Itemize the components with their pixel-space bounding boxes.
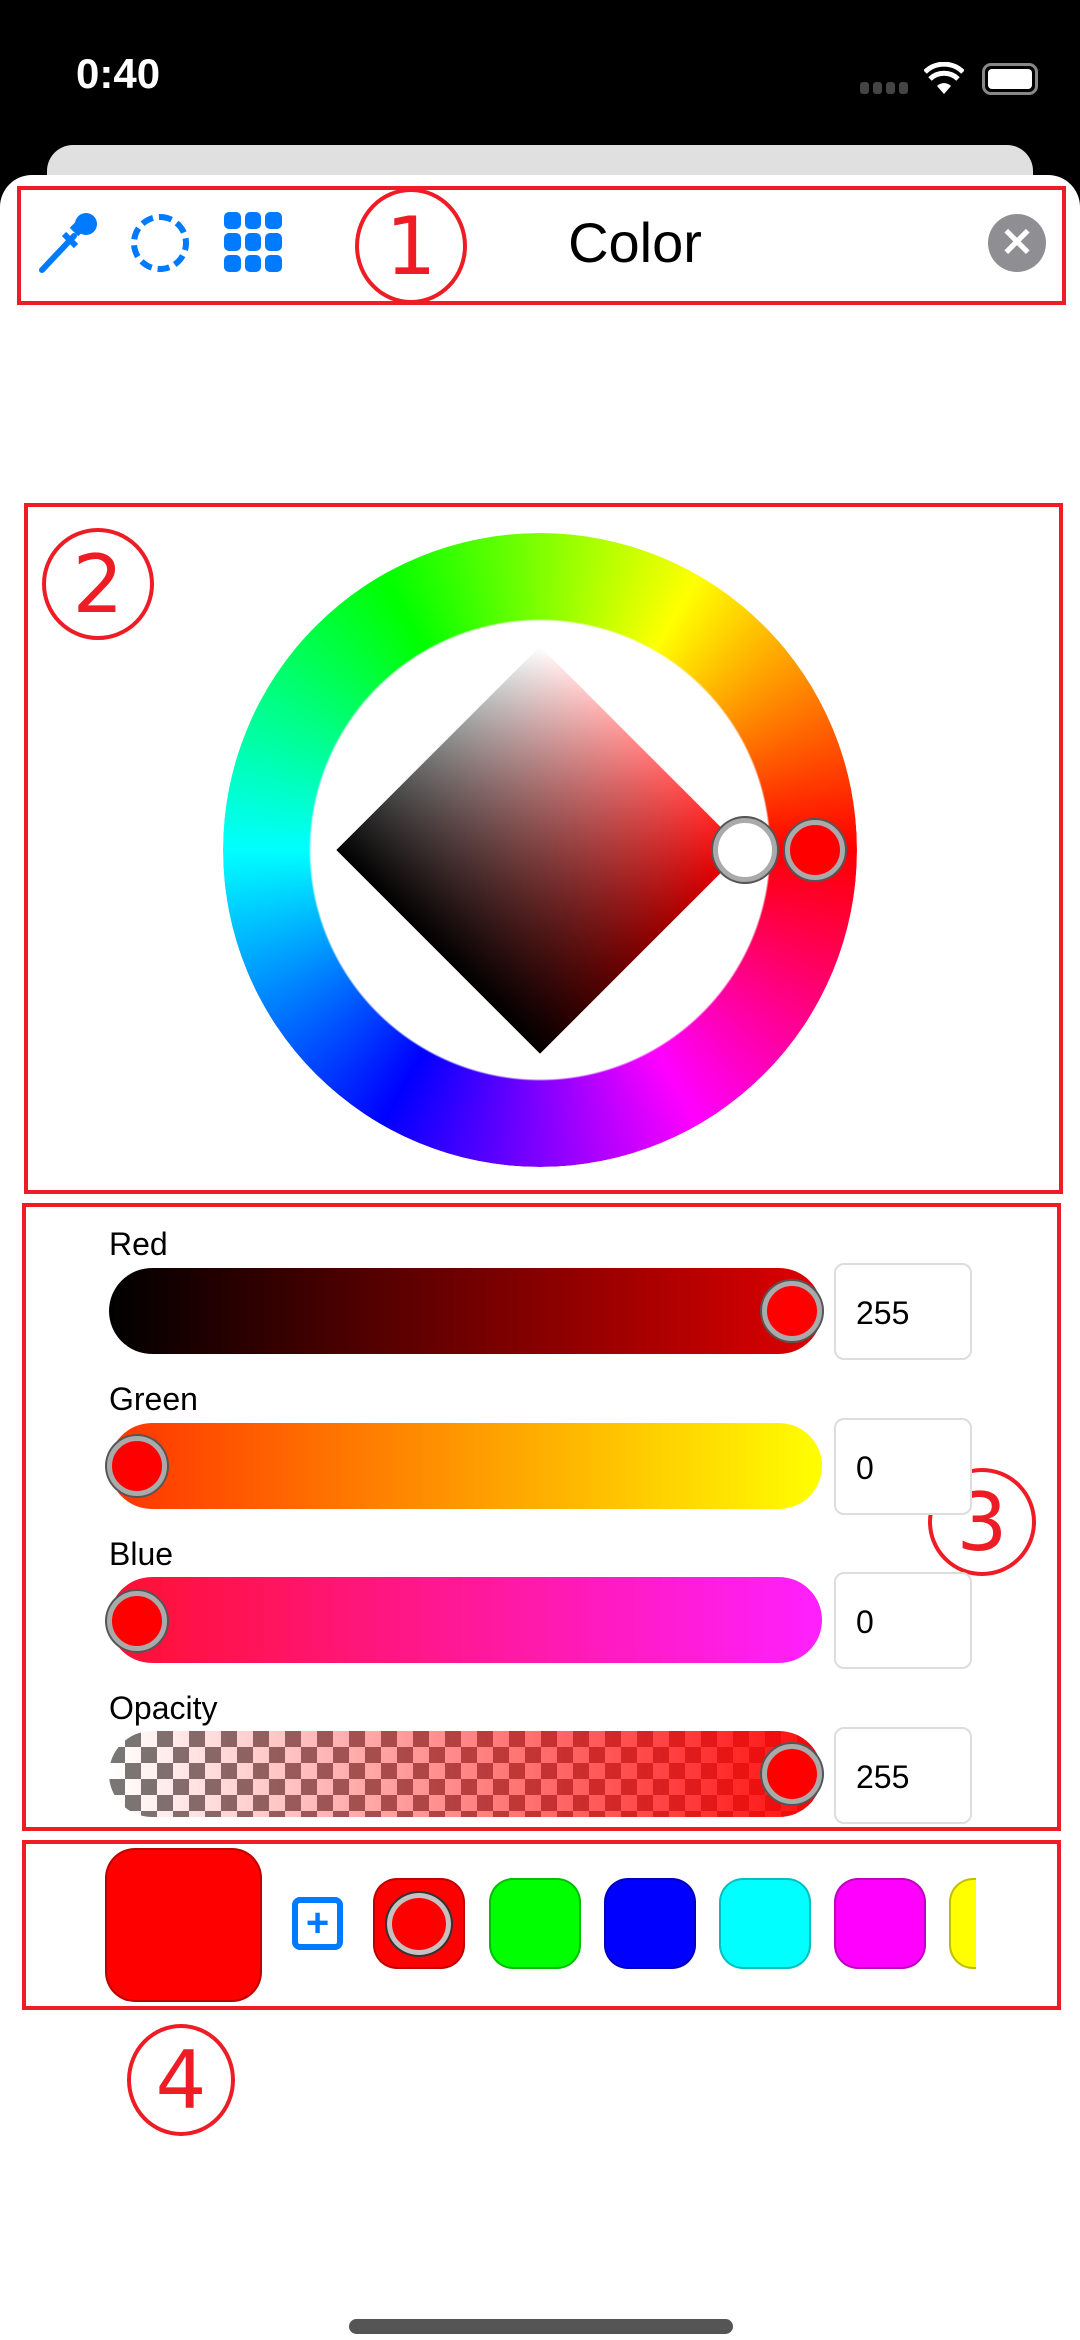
opacity-slider-thumb[interactable] [762,1744,822,1804]
green-label: Green [109,1381,198,1417]
annotation-box-2 [24,503,1063,1194]
blue-slider[interactable] [109,1577,822,1663]
red-slider[interactable] [109,1268,822,1354]
green-slider-thumb[interactable] [107,1436,167,1496]
color-wheel-mode-icon[interactable] [131,214,189,272]
eyedropper-icon[interactable] [34,210,100,276]
blue-value-field[interactable]: 0 [834,1572,972,1669]
saturation-brightness-handle[interactable] [713,818,777,882]
red-label: Red [109,1226,168,1262]
close-button[interactable]: ✕ [988,214,1046,272]
annotation-number-1: 1 [355,188,467,304]
swatch-blue[interactable] [604,1878,696,1969]
opacity-label: Opacity [109,1690,218,1726]
annotation-number-2: 2 [42,528,154,640]
annotation-box-4 [22,1840,1061,2010]
status-time: 0:40 [76,50,161,97]
swatch-green[interactable] [489,1878,581,1969]
wifi-icon [924,62,964,94]
green-slider[interactable] [109,1423,822,1509]
home-indicator[interactable] [349,2319,733,2334]
hue-handle[interactable] [785,820,845,880]
opacity-slider[interactable] [109,1731,822,1817]
opacity-value-field[interactable]: 255 [834,1727,972,1824]
annotation-box-1 [17,186,1066,305]
page-title: Color [568,211,702,274]
swatch-red[interactable] [373,1878,465,1969]
swatch-cyan[interactable] [719,1878,811,1969]
close-icon: ✕ [1000,221,1034,265]
red-slider-thumb[interactable] [762,1281,822,1341]
plus-icon: + [305,1901,330,1945]
annotation-number-4: 4 [127,2024,235,2136]
green-value-field[interactable]: 0 [834,1418,972,1515]
battery-icon [982,63,1038,95]
blue-slider-thumb[interactable] [107,1591,167,1651]
signal-icon [860,82,910,94]
blue-label: Blue [109,1536,174,1572]
current-color-preview [105,1848,262,2002]
palette-grid-icon[interactable] [224,212,282,272]
annotation-box-3 [22,1203,1061,1831]
swatch-magenta[interactable] [834,1878,926,1969]
swatch-yellow[interactable] [949,1878,976,1969]
add-swatch-button[interactable]: + [292,1897,343,1950]
red-value-field[interactable]: 255 [834,1263,972,1360]
